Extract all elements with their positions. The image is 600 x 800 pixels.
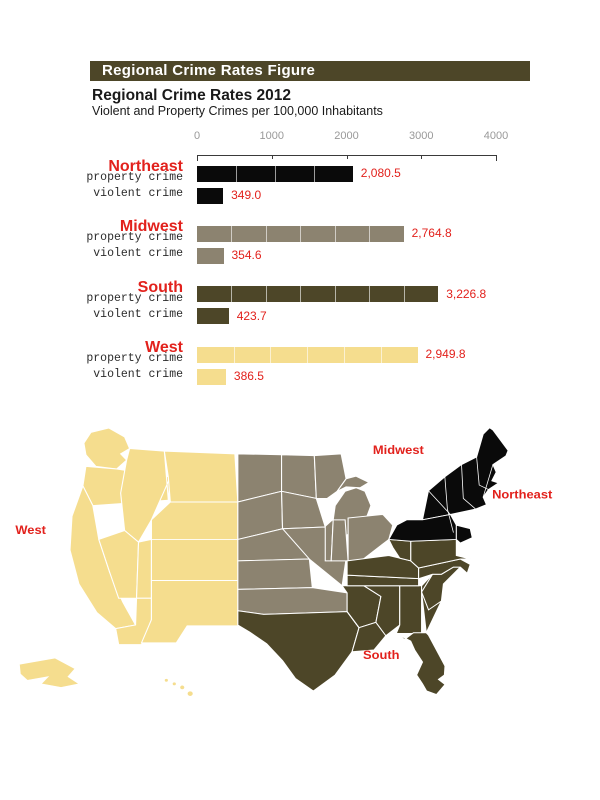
svg-text:West: West bbox=[15, 524, 46, 537]
svg-text:South: South bbox=[363, 649, 400, 662]
svg-text:Northeast: Northeast bbox=[492, 488, 552, 501]
svg-text:Midwest: Midwest bbox=[373, 443, 424, 456]
